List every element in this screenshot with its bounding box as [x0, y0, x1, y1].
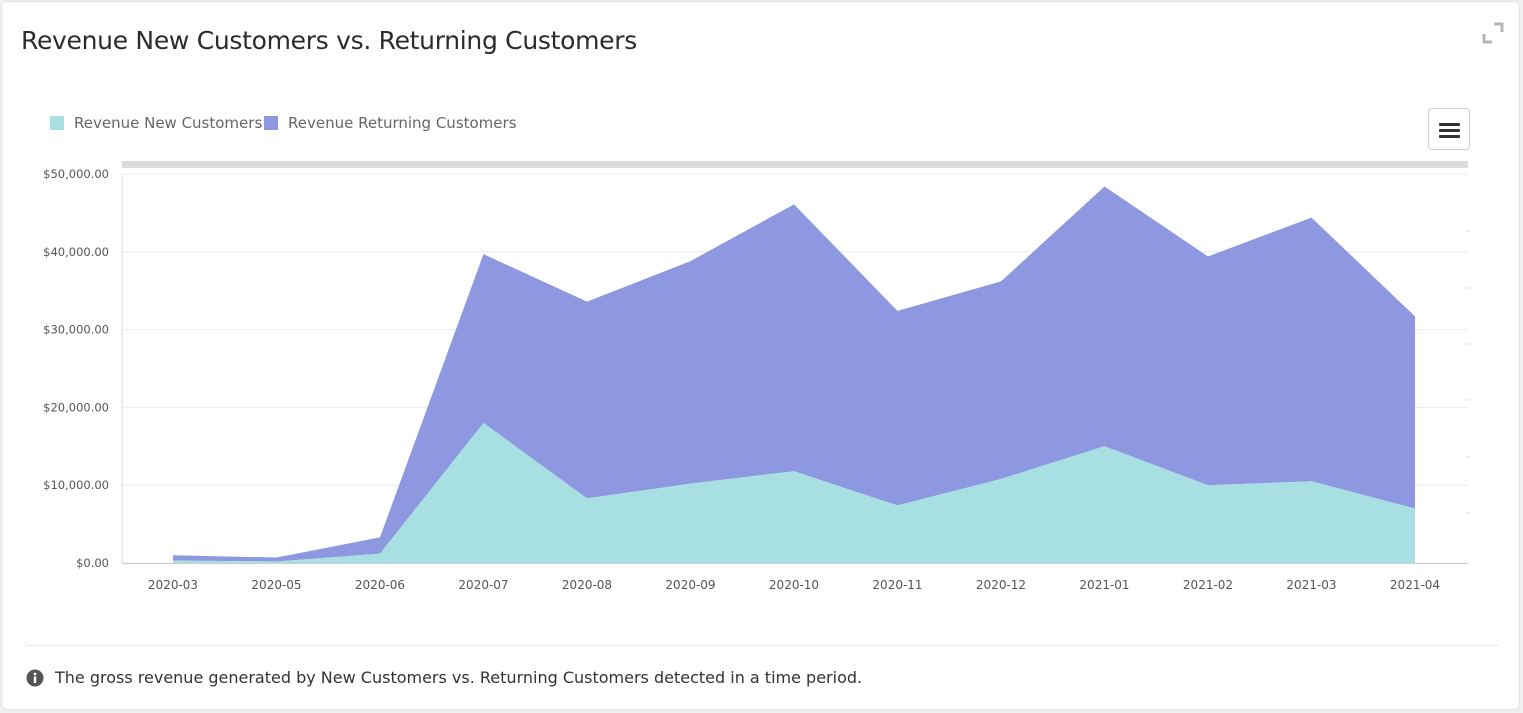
area-series-new-customers [173, 422, 1415, 563]
legend-item-returning-customers[interactable]: Revenue Returning Customers [264, 114, 517, 132]
x-tick-label: 2020-10 [769, 578, 819, 592]
hamburger-menu-icon [1439, 123, 1460, 126]
x-tick-label: 2020-09 [665, 578, 715, 592]
x-tick-label: 2021-04 [1390, 578, 1440, 592]
area-series-returning-customers [173, 186, 1415, 562]
y-tick-label: $0.00 [76, 556, 109, 570]
range-bar [122, 161, 1468, 168]
legend-swatch-new-customers [50, 116, 64, 130]
x-tick-label: 2020-08 [562, 578, 612, 592]
expand-icon[interactable] [1482, 22, 1504, 44]
y-tick-label: $30,000.00 [43, 323, 109, 337]
chart-footer: The gross revenue generated by New Custo… [26, 668, 862, 687]
legend-label-new-customers: Revenue New Customers [74, 114, 263, 132]
y-tick-label: $20,000.00 [43, 400, 109, 414]
chart-title: Revenue New Customers vs. Returning Cust… [21, 26, 637, 55]
x-tick-label: 2020-07 [458, 578, 508, 592]
y-tick-label: $40,000.00 [43, 245, 109, 259]
info-icon [26, 669, 44, 686]
x-tick-label: 2021-03 [1286, 578, 1336, 592]
x-tick-label: 2020-03 [148, 578, 198, 592]
hamburger-menu-icon-bar [1439, 129, 1460, 132]
footer-divider [26, 645, 1498, 646]
x-tick-label: 2021-02 [1183, 578, 1233, 592]
x-tick-label: 2020-11 [872, 578, 922, 592]
x-tick-label: 2020-05 [251, 578, 301, 592]
legend-label-returning-customers: Revenue Returning Customers [288, 114, 517, 132]
area-chart: $0.00 $10,000.00 $20,000.00 $30,000.00 $40,0… [43, 161, 1470, 592]
hamburger-menu-icon-bar [1439, 135, 1460, 138]
y-tick-label: $10,000.00 [43, 478, 109, 492]
legend-item-new-customers[interactable]: Revenue New Customers [50, 114, 262, 132]
footer-description: The gross revenue generated by New Custo… [55, 668, 863, 687]
x-tick-label: 2021-01 [1079, 578, 1129, 592]
x-tick-label: 2020-06 [355, 578, 405, 592]
x-tick-label: 2020-12 [976, 578, 1026, 592]
y-tick-label: $50,000.00 [43, 167, 109, 181]
chart-menu-button[interactable] [1428, 108, 1470, 150]
legend-swatch-returning-customers [264, 116, 278, 130]
